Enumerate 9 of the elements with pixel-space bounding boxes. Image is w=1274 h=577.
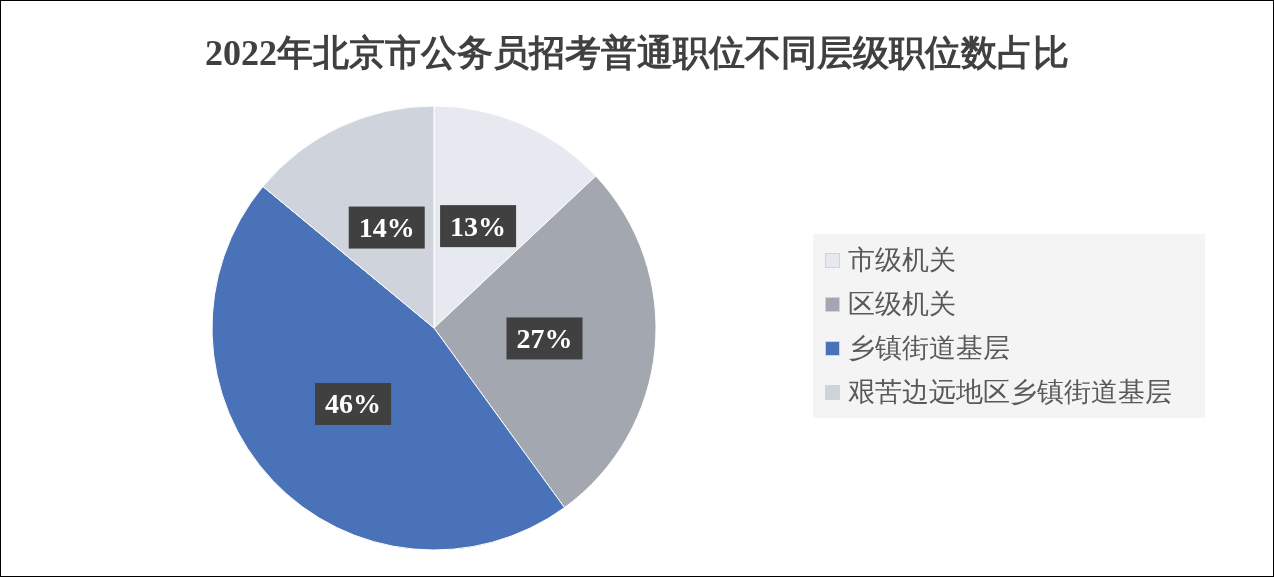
- legend-label: 市级机关: [848, 244, 956, 277]
- legend-label: 乡镇街道基层: [848, 332, 1010, 365]
- data-label: 14%: [358, 212, 415, 244]
- legend-label: 艰苦边远地区乡镇街道基层: [848, 376, 1172, 409]
- data-label: 27%: [516, 322, 573, 354]
- data-label: 46%: [325, 388, 382, 420]
- data-label: 13%: [450, 210, 507, 242]
- legend-label: 区级机关: [848, 288, 956, 321]
- chart-title: 2022年北京市公务员招考普通职位不同层级职位数占比: [204, 32, 1070, 75]
